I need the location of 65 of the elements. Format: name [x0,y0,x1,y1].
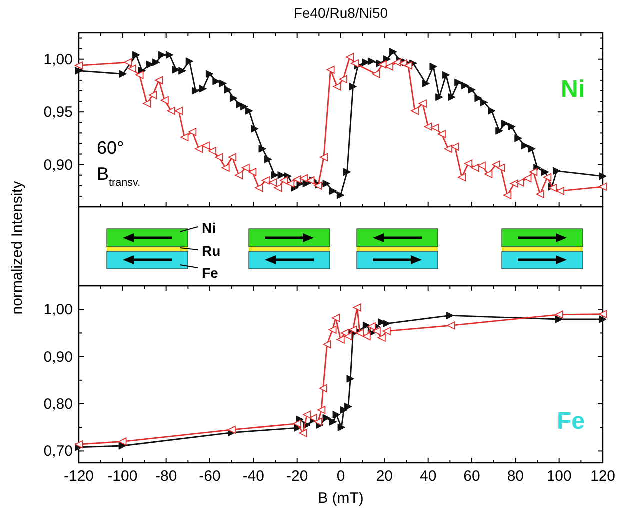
annotation: Ni [561,76,585,103]
point [74,440,84,449]
annotation: Fe [556,408,585,435]
point [346,375,354,383]
point [372,327,381,336]
point [344,332,352,341]
text: Ru [202,243,221,259]
y-tick-label: 1,00 [44,302,73,319]
annotation: 60° [97,138,124,158]
point [368,322,376,331]
x-axis-title: B (mT) [318,490,364,507]
y-tick-label: 0,80 [44,396,73,413]
y-tick-label: 0,70 [44,443,73,460]
x-tick-label: -20 [286,468,308,485]
point [322,414,330,422]
x-tick-label: -40 [242,468,265,485]
point [344,402,352,411]
point [382,327,391,336]
x-tick-label: -80 [155,468,178,485]
point [555,310,564,319]
y-tick-label: 0,90 [44,156,73,174]
y-tick-label: 1,00 [44,51,73,68]
point [330,418,338,426]
point [599,316,607,324]
point [362,332,371,341]
point [383,320,391,328]
x-tick-label: 120 [590,468,616,485]
text: Fe [202,265,219,281]
point [328,326,337,334]
annotation: B$_{transv.}$ [97,164,141,189]
x-tick-label: 80 [507,468,524,485]
x-tick-label: -60 [199,468,221,485]
point [447,322,456,330]
x-tick-label: 40 [420,468,437,485]
point [293,420,302,428]
point [378,334,386,342]
x-tick-label: -100 [108,468,138,485]
y-axis-title: normalized Intensity [9,180,26,315]
text: Ni [202,220,216,236]
x-tick-label: -120 [64,468,94,485]
y-tick-label: 0,95 [44,104,73,122]
x-tick-label: 100 [546,468,572,485]
x-tick-label: 60 [464,468,480,485]
point [555,316,564,324]
point [446,312,454,320]
point [314,418,322,426]
point [118,438,127,446]
point [598,310,608,318]
point [299,429,308,438]
point [349,326,358,334]
point [362,322,371,330]
point [318,406,326,414]
chart-title: Fe40/Ru8/Ni50 [294,5,388,21]
x-tick-label: 20 [376,468,394,485]
point [118,442,127,450]
point [228,426,236,434]
point [323,340,332,349]
point [336,336,345,344]
point [338,424,346,432]
point [332,314,340,322]
x-tick-label: 0 [336,468,346,485]
y-tick-label: 0,90 [44,348,73,366]
point [332,411,340,419]
point [319,384,328,392]
point [353,304,362,312]
